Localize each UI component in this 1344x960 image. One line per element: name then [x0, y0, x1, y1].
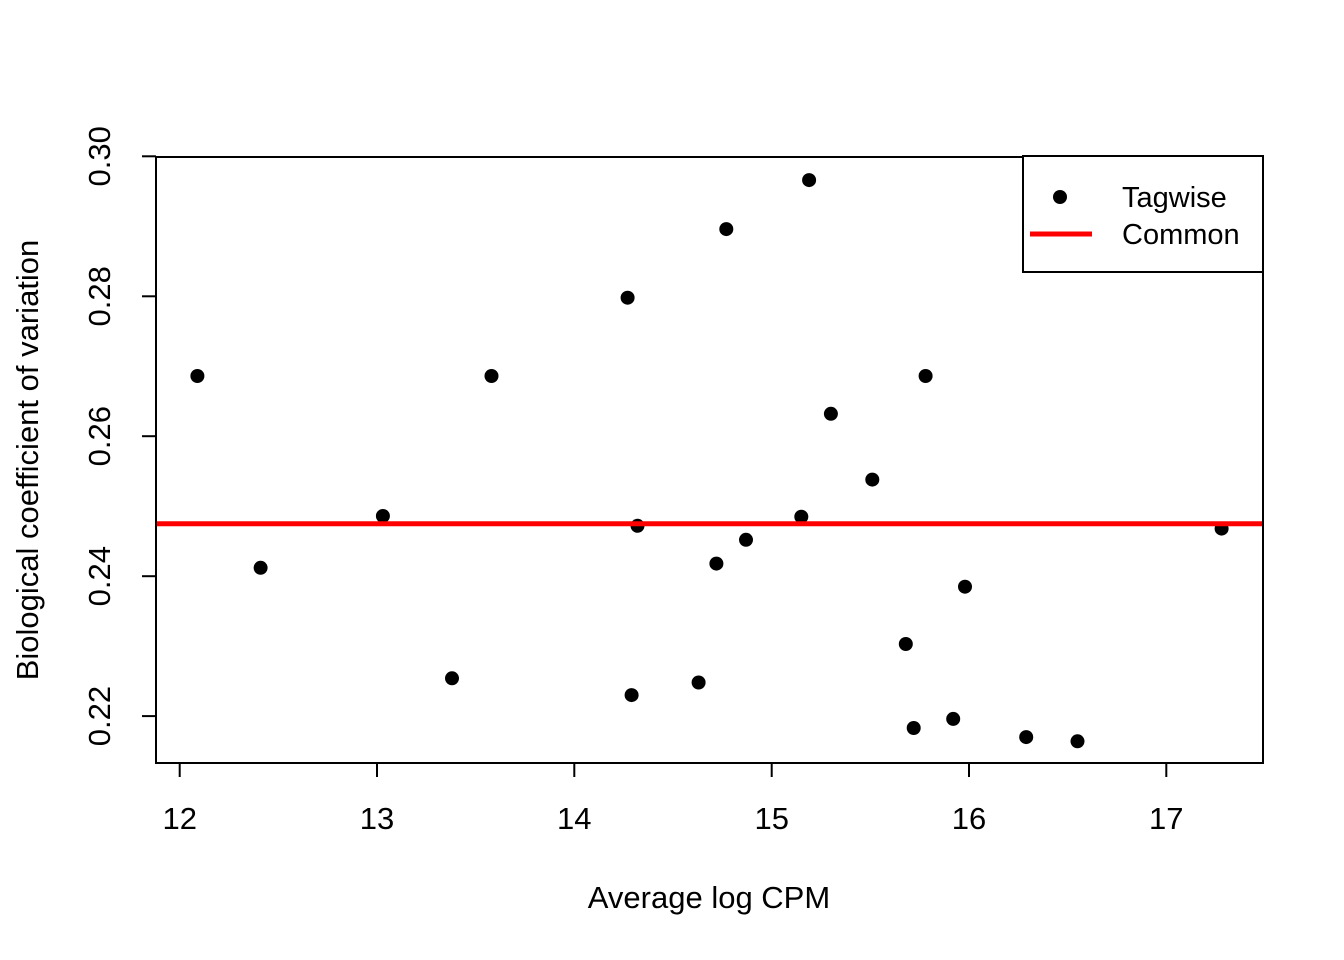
tagwise-point	[375, 509, 390, 523]
tagwise-point	[709, 556, 724, 571]
tagwise-point	[918, 369, 933, 383]
y-tick-label: 0.22	[82, 686, 117, 746]
x-tick-label: 12	[162, 801, 196, 836]
tagwise-point	[719, 222, 734, 237]
tagwise-point	[1070, 734, 1085, 749]
legend-point-marker	[1053, 190, 1067, 204]
x-tick-label: 13	[360, 801, 394, 836]
y-tick-label: 0.28	[82, 266, 117, 326]
plot-frame-layer	[155, 156, 1264, 764]
y-axis-title: Biological coefficient of variation	[10, 240, 45, 681]
tagwise-point	[802, 173, 817, 188]
tagwise-point	[484, 369, 499, 383]
tagwise-point	[253, 560, 268, 575]
legend-label: Common	[1122, 219, 1240, 251]
x-tick-label: 16	[952, 801, 986, 836]
legend-layer: Tagwise Common	[1022, 155, 1264, 273]
x-axis-title: Average log CPM	[588, 880, 830, 915]
axis-ticks-layer: 12 13 14 15 16 17 0.22 0.24 0.26 0.28 0.30	[82, 126, 1184, 836]
tagwise-point	[624, 688, 639, 703]
x-tick-label: 15	[754, 801, 788, 836]
plot-box	[155, 156, 1264, 764]
legend-label: Tagwise	[1122, 182, 1227, 214]
legend-box	[1022, 155, 1264, 273]
x-tick-label: 14	[557, 801, 591, 836]
tagwise-point	[190, 369, 205, 383]
tagwise-point	[794, 509, 809, 524]
tagwise-point	[865, 472, 880, 487]
tagwise-point	[898, 637, 913, 651]
tagwise-point	[445, 671, 459, 686]
tagwise-point	[958, 579, 972, 594]
y-tick-label: 0.30	[82, 126, 117, 186]
tagwise-point	[946, 711, 961, 726]
y-tick-label: 0.24	[82, 546, 117, 606]
x-tick-label: 17	[1149, 801, 1183, 836]
tagwise-point	[906, 721, 921, 735]
tagwise-point	[691, 675, 706, 690]
tagwise-point	[739, 532, 753, 547]
tagwise-point	[1019, 730, 1034, 745]
tagwise-point	[823, 406, 838, 421]
tagwise-point	[620, 290, 635, 305]
y-tick-label: 0.26	[82, 406, 117, 466]
